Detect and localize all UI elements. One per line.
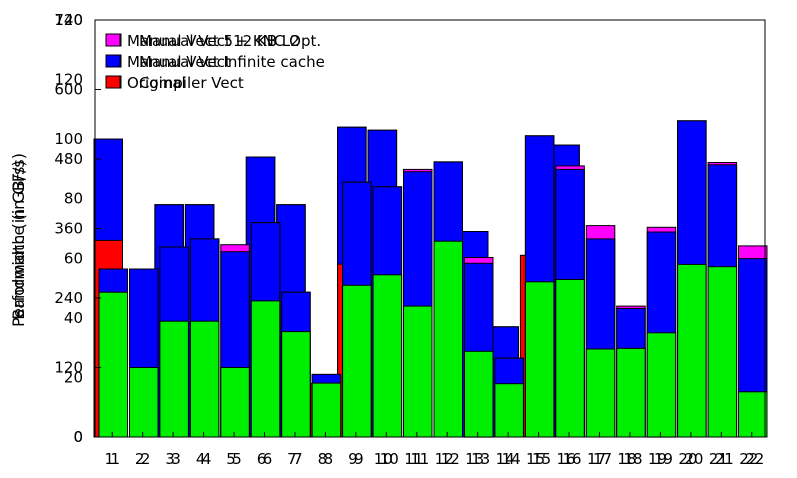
y-tick-label: 480: [54, 150, 83, 168]
legend-swatch: [105, 33, 121, 47]
x-tick-label: 21: [709, 450, 728, 468]
bar-left-compiler-vect-13: [464, 350, 494, 438]
y-tick-label: 240: [54, 289, 83, 307]
x-tick-label: 4: [196, 450, 206, 468]
bar-left-compiler-vect-22: [738, 391, 768, 438]
x-tick-label: 19: [654, 450, 673, 468]
x-tick-label: 5: [226, 450, 236, 468]
x-tick-label: 2: [141, 450, 151, 468]
bar-left-compiler-vect-17: [585, 348, 616, 438]
bar-left-compiler-vect-9: [342, 284, 372, 438]
legend-swatch: [105, 54, 121, 68]
x-tick-label: 18: [617, 450, 636, 468]
legend-label: Manual Vect 512 KB L2: [127, 32, 300, 50]
y-tick-label: 120: [54, 359, 83, 377]
x-tick-label: 10: [380, 450, 399, 468]
bar-left-compiler-vect-18: [616, 347, 646, 438]
x-tick-label: 21: [715, 450, 734, 468]
x-tick-label: 14: [502, 450, 521, 468]
x-tick-label: 17: [587, 450, 606, 468]
legend-label: Manual Vect + KNC Opt.: [139, 32, 321, 50]
x-tick-label: 11: [410, 450, 429, 468]
x-tick-label: 9: [354, 450, 364, 468]
x-tick-label: 12: [441, 450, 460, 468]
bar-left-compiler-vect-21: [707, 266, 738, 438]
x-tick-label: 6: [257, 450, 267, 468]
legend-label: Manual Vect Infinite cache: [127, 53, 325, 71]
x-tick-label: 7: [287, 450, 297, 468]
x-tick-label: 17: [593, 450, 612, 468]
legend-label: Manual Vect: [139, 53, 231, 71]
x-tick-label: 11: [404, 450, 423, 468]
bar-left-compiler-vect-11: [403, 305, 433, 438]
bar-left-compiler-vect-4: [189, 320, 220, 438]
legend-swatch: [105, 75, 121, 89]
bar-left-compiler-vect-7: [281, 331, 311, 438]
x-tick-label: 16: [556, 450, 575, 468]
x-tick-label: 3: [171, 450, 181, 468]
x-tick-label: 4: [202, 450, 212, 468]
bar-left-compiler-vect-12: [433, 240, 463, 438]
y-axis-label-2: Performance (in GF/s): [9, 153, 28, 327]
x-tick-label: 20: [678, 450, 697, 468]
bar-left-compiler-vect-16: [555, 279, 585, 438]
bar-left-compiler-vect-20: [677, 263, 707, 438]
y-tick-label: 360: [54, 220, 83, 238]
bar-left-compiler-vect-10: [372, 274, 403, 438]
y-tick-label: 720: [54, 11, 83, 29]
x-tick-label: 18: [623, 450, 642, 468]
legend-label: Compiler Vect: [139, 74, 244, 92]
y-tick-label: 600: [54, 81, 83, 99]
bar-left-compiler-vect-5: [220, 367, 250, 438]
legend: Manual Vect + KNC Opt. Manual Vect Compile…: [105, 32, 325, 92]
bar-left-compiler-vect-6: [250, 300, 281, 438]
y-tick-label: 0: [73, 428, 83, 446]
x-tick-label: 15: [532, 450, 551, 468]
x-tick-label: 14: [496, 450, 515, 468]
x-tick-label: 13: [465, 450, 484, 468]
y-axis-label-1: Bandwidth (in GB/s): [9, 160, 28, 320]
x-tick-label: 9: [348, 450, 358, 468]
y-tick-label: 40: [64, 309, 83, 327]
bar-left-compiler-vect-15: [524, 281, 555, 438]
x-tick-label: 6: [263, 450, 273, 468]
y-tick-label: 0: [73, 428, 83, 446]
y-tick-label: 100: [54, 130, 83, 148]
x-tick-label: 22: [739, 450, 758, 468]
bar-left-compiler-vect-14: [494, 383, 524, 438]
x-tick-label: 20: [684, 450, 703, 468]
bar-left-compiler-vect-3: [159, 320, 189, 438]
y-tick-label: 20: [64, 368, 83, 386]
bar-left-compiler-vect-19: [646, 332, 677, 438]
y-tick-label: 80: [64, 190, 83, 208]
y-tick-label: 60: [64, 249, 83, 267]
bar-left-compiler-vect-1: [98, 291, 128, 438]
x-tick-label: 10: [374, 450, 393, 468]
x-tick-label: 1: [110, 450, 120, 468]
x-tick-label: 1: [104, 450, 114, 468]
x-tick-label: 22: [745, 450, 764, 468]
x-tick-label: 2: [135, 450, 145, 468]
bar-left-compiler-vect-2: [129, 367, 159, 438]
x-tick-label: 8: [318, 450, 328, 468]
x-tick-label: 8: [324, 450, 334, 468]
plot-area: [93, 120, 768, 438]
x-tick-label: 5: [232, 450, 242, 468]
bar-left-compiler-vect-8: [311, 382, 342, 438]
x-tick-label: 15: [526, 450, 545, 468]
y-tick-label: 120: [54, 71, 83, 89]
x-tick-label: 16: [562, 450, 581, 468]
x-tick-label: 3: [165, 450, 175, 468]
x-tick-label: 12: [435, 450, 454, 468]
x-tick-label: 13: [471, 450, 490, 468]
x-tick-label: 19: [648, 450, 667, 468]
legend-label: Original: [127, 74, 186, 92]
y-tick-label: 140: [54, 11, 83, 29]
x-tick-label: 7: [293, 450, 303, 468]
